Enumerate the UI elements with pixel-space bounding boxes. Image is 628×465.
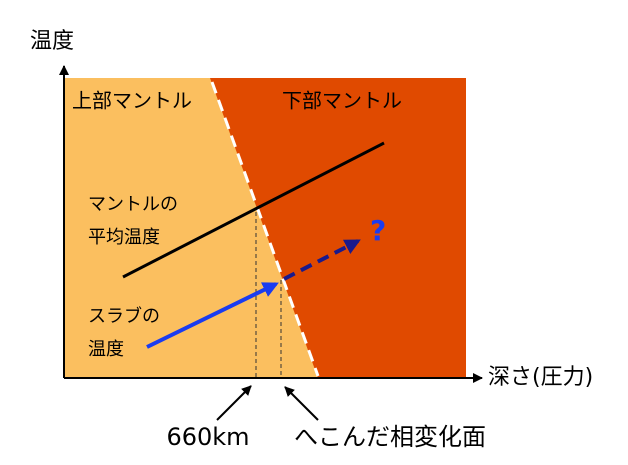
region-label: 下部マントル [282,89,402,113]
annotation: へこんだ相変化面 [294,423,486,451]
phase-boundary [210,81,320,377]
unknown-mark: ? [370,214,386,247]
lower-mantle-region [210,78,466,378]
slab-temperature-arrow [146,282,279,349]
mantle-temperature-line [122,141,385,279]
curve-label: マントルの [88,194,178,215]
curve-label: スラブの [88,305,160,327]
annotation: 660km [166,423,249,451]
pointer-arrow [284,386,319,421]
x-axis-label: 深さ(圧力) [488,365,593,390]
region-label: 上部マントル [72,89,192,113]
pointer-arrow [216,385,252,421]
slab-projection-arrow [283,239,361,281]
curve-label: 平均温度 [88,227,160,248]
y-axis-label: 温度 [30,29,74,54]
curve-label: 温度 [88,339,124,360]
